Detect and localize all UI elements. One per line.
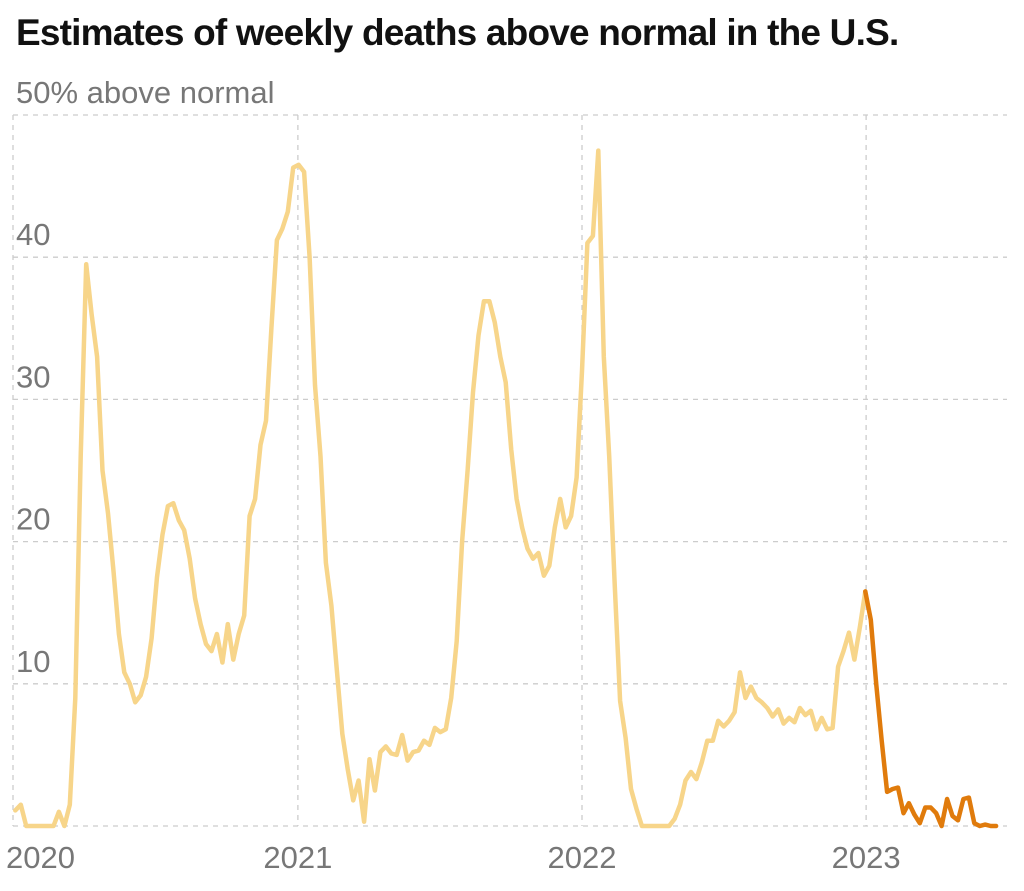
y-tick-label: 40 [16,217,50,252]
x-tick-label: 2021 [263,840,332,875]
chart-title: Estimates of weekly deaths above normal … [16,12,899,53]
series-lines [13,148,999,829]
y-tick-label: 10 [16,644,50,679]
y-tick-label: 20 [16,502,50,537]
series-line-1 [13,148,868,829]
y-axis: 50% above normal 40 30 20 10 [16,75,275,679]
x-tick-label: 2020 [6,840,75,875]
x-axis: 2020 2021 2022 2023 [6,840,901,875]
x-tick-label: 2023 [832,840,901,875]
chart-grid [12,114,1007,827]
x-tick-label: 2022 [548,840,617,875]
y-tick-label: 30 [16,359,50,394]
series-line-2 [863,589,999,829]
y-tick-label: 50% above normal [16,75,275,110]
